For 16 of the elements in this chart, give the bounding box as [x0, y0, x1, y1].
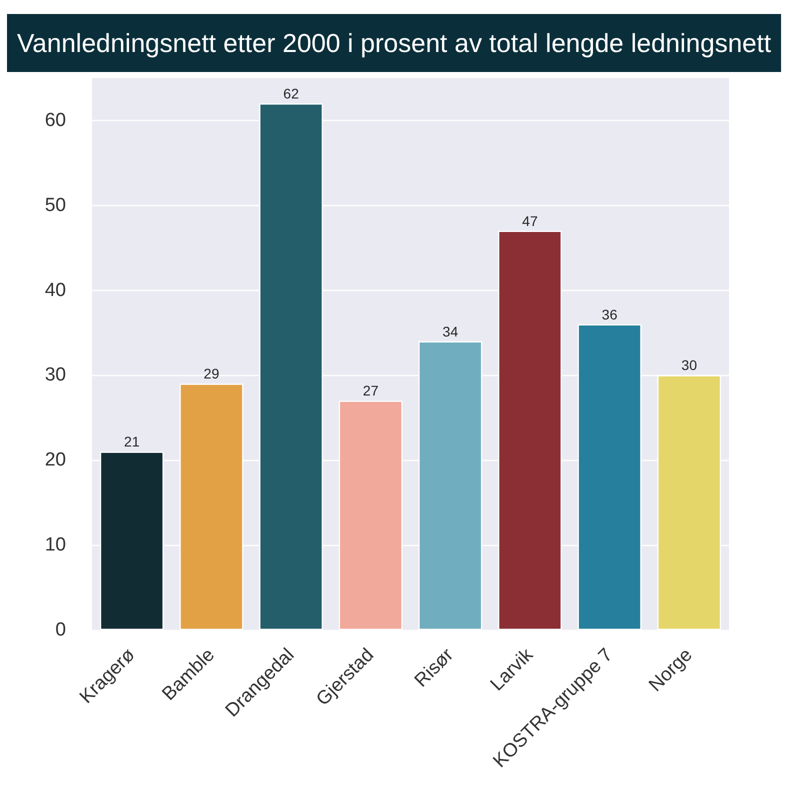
y-tick-label: 0	[55, 620, 66, 640]
data-label: 30	[681, 357, 698, 374]
y-tick-label: 60	[44, 110, 66, 131]
data-label: 34	[442, 323, 458, 340]
y-tick-label: 20	[44, 450, 66, 471]
data-label: 21	[124, 434, 140, 450]
chart-title: Vannledningsnett etter 2000 i prosent av total lengde ledningsnett	[17, 28, 772, 58]
y-tick-label: 30	[44, 364, 66, 386]
data-label: 62	[283, 85, 300, 102]
y-tick-label: 50	[44, 194, 66, 216]
data-label: 29	[204, 366, 220, 382]
data-label: 47	[522, 212, 538, 229]
y-tick-label: 10	[44, 534, 66, 556]
data-label: 36	[602, 306, 618, 322]
data-label: 27	[362, 382, 379, 399]
y-tick-label: 40	[44, 280, 66, 301]
